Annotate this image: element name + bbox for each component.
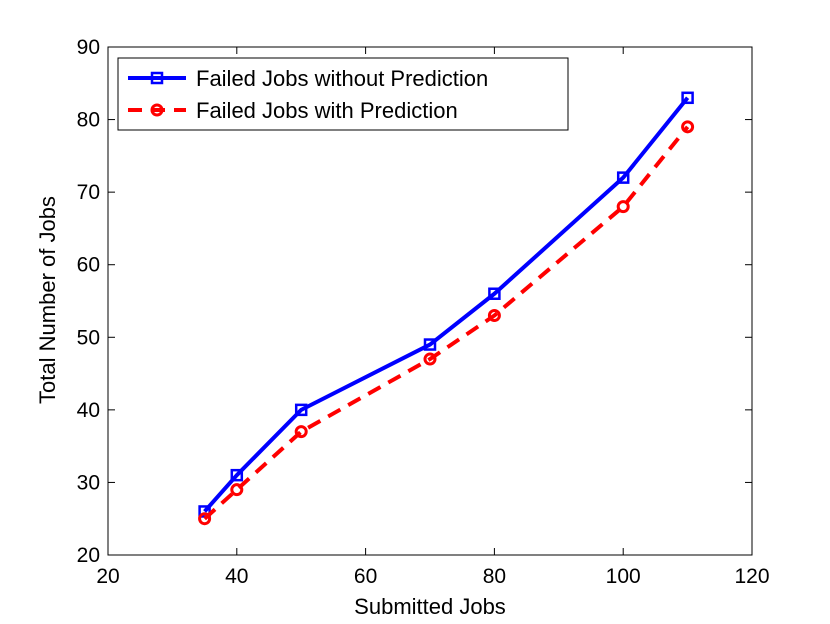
x-tick-label: 120 [734,565,769,588]
legend-box [117,57,569,131]
series-line [203,125,690,521]
data-point [681,91,694,105]
y-tick-label: 20 [77,544,100,567]
legend-label: Failed Jobs with Prediction [196,98,458,123]
series-1 [198,91,694,518]
data-point [487,309,501,323]
data-point [230,483,244,497]
series-2 [198,120,695,526]
y-tick-label: 80 [77,109,100,132]
legend: Failed Jobs without Prediction Failed Job… [117,57,569,131]
y-tick-label: 60 [77,254,100,277]
series-line [203,96,690,513]
data-point [230,468,244,482]
legend-item: Failed Jobs without Prediction [128,66,488,91]
y-tick-label: 90 [77,36,100,59]
data-point [198,512,212,526]
data-point [681,120,695,134]
x-tick-label: 20 [96,565,119,588]
x-tick-label: 100 [606,565,641,588]
data-point [423,352,437,366]
data-point [616,200,630,214]
y-tick-label: 50 [77,326,100,349]
x-tick-label: 40 [225,565,248,588]
y-axis-label: Total Number of Jobs [35,196,60,404]
y-tick-label: 30 [77,471,100,494]
x-tick-label: 60 [354,565,377,588]
y-tick-label: 40 [77,399,100,422]
legend-marker [150,103,164,117]
data-point [616,171,630,184]
legend-marker [150,71,164,85]
legend-label: Failed Jobs without Prediction [196,66,488,91]
x-tick-label: 80 [483,565,506,588]
data-point [488,287,501,300]
x-axis-label: Submitted Jobs [354,594,506,619]
y-tick-label: 70 [77,181,100,204]
plot-area: 20 40 60 80 100 120 20 30 40 50 60 70 80 90 [77,36,770,588]
axes-frame [107,46,753,556]
data-point [294,403,308,417]
legend-item: Failed Jobs with Prediction [128,98,458,123]
data-point [294,425,308,439]
data-point [423,338,437,351]
